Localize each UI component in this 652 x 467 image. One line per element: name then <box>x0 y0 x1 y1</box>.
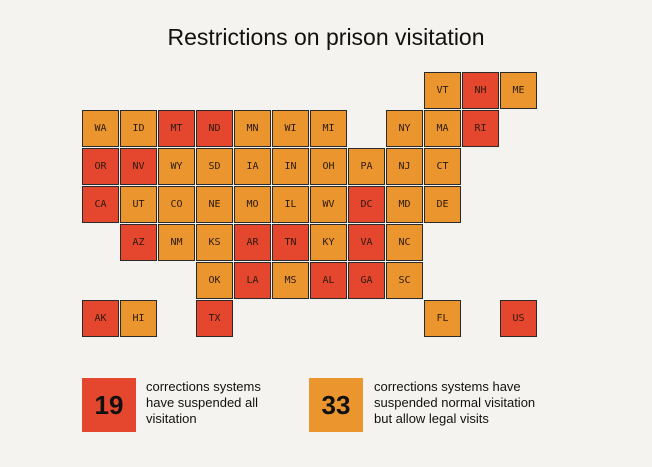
chart-title: Restrictions on prison visitation <box>167 24 485 50</box>
tile-ak: AK <box>82 300 119 337</box>
tile-nm: NM <box>158 224 195 261</box>
tile-ia: IA <box>234 148 271 185</box>
legend-line: have suspended all <box>146 395 259 410</box>
tile-mt: MT <box>158 110 195 147</box>
tile-sc: SC <box>386 262 423 299</box>
tile-ri: RI <box>462 110 499 147</box>
tile-wi: WI <box>272 110 309 147</box>
tile-tn: TN <box>272 224 309 261</box>
tile-nv: NV <box>120 148 157 185</box>
tile-fl: FL <box>424 300 461 337</box>
tile-ok: OK <box>196 262 233 299</box>
tile-ct: CT <box>424 148 461 185</box>
tile-de: DE <box>424 186 461 223</box>
tile-co: CO <box>158 186 195 223</box>
tile-ma: MA <box>424 110 461 147</box>
tile-az: AZ <box>120 224 157 261</box>
tile-ks: KS <box>196 224 233 261</box>
legend-line: visitation <box>146 411 197 426</box>
tile-ne: NE <box>196 186 233 223</box>
tile-dc: DC <box>348 186 385 223</box>
legend-line: corrections systems have <box>374 379 521 394</box>
legend-text-suspended-all: corrections systems have suspended all v… <box>146 379 261 427</box>
tile-hi: HI <box>120 300 157 337</box>
tile-ky: KY <box>310 224 347 261</box>
tile-al: AL <box>310 262 347 299</box>
tile-md: MD <box>386 186 423 223</box>
tile-il: IL <box>272 186 309 223</box>
tile-wv: WV <box>310 186 347 223</box>
tile-ms: MS <box>272 262 309 299</box>
tile-ut: UT <box>120 186 157 223</box>
tile-pa: PA <box>348 148 385 185</box>
legend-line: suspended normal visitation <box>374 395 536 410</box>
tile-sd: SD <box>196 148 233 185</box>
tile-ga: GA <box>348 262 385 299</box>
tile-vt: VT <box>424 72 461 109</box>
tile-nd: ND <box>196 110 233 147</box>
tile-mi: MI <box>310 110 347 147</box>
tile-ar: AR <box>234 224 271 261</box>
tile-nc: NC <box>386 224 423 261</box>
tile-me: ME <box>500 72 537 109</box>
tile-us: US <box>500 300 537 337</box>
tile-nh: NH <box>462 72 499 109</box>
legend-line: but allow legal visits <box>374 411 489 426</box>
tile-tx: TX <box>196 300 233 337</box>
legend-swatch-legal-only: 33 <box>309 378 363 432</box>
legend-swatch-suspended-all: 19 <box>82 378 136 432</box>
tile-ca: CA <box>82 186 119 223</box>
tile-wa: WA <box>82 110 119 147</box>
tile-la: LA <box>234 262 271 299</box>
legend-text-legal-only: corrections systems have suspended norma… <box>374 379 535 427</box>
tile-oh: OH <box>310 148 347 185</box>
tile-ny: NY <box>386 110 423 147</box>
tile-wy: WY <box>158 148 195 185</box>
tile-or: OR <box>82 148 119 185</box>
tile-map: VT NH ME WA ID MT ND MN WI MI NY MA RI OR NV WY SD IA IN OH… <box>82 72 537 337</box>
tile-nj: NJ <box>386 148 423 185</box>
tile-id: ID <box>120 110 157 147</box>
tile-va: VA <box>348 224 385 261</box>
tile-mo: MO <box>234 186 271 223</box>
tile-in: IN <box>272 148 309 185</box>
legend-line: corrections systems <box>146 379 261 394</box>
tile-mn: MN <box>234 110 271 147</box>
